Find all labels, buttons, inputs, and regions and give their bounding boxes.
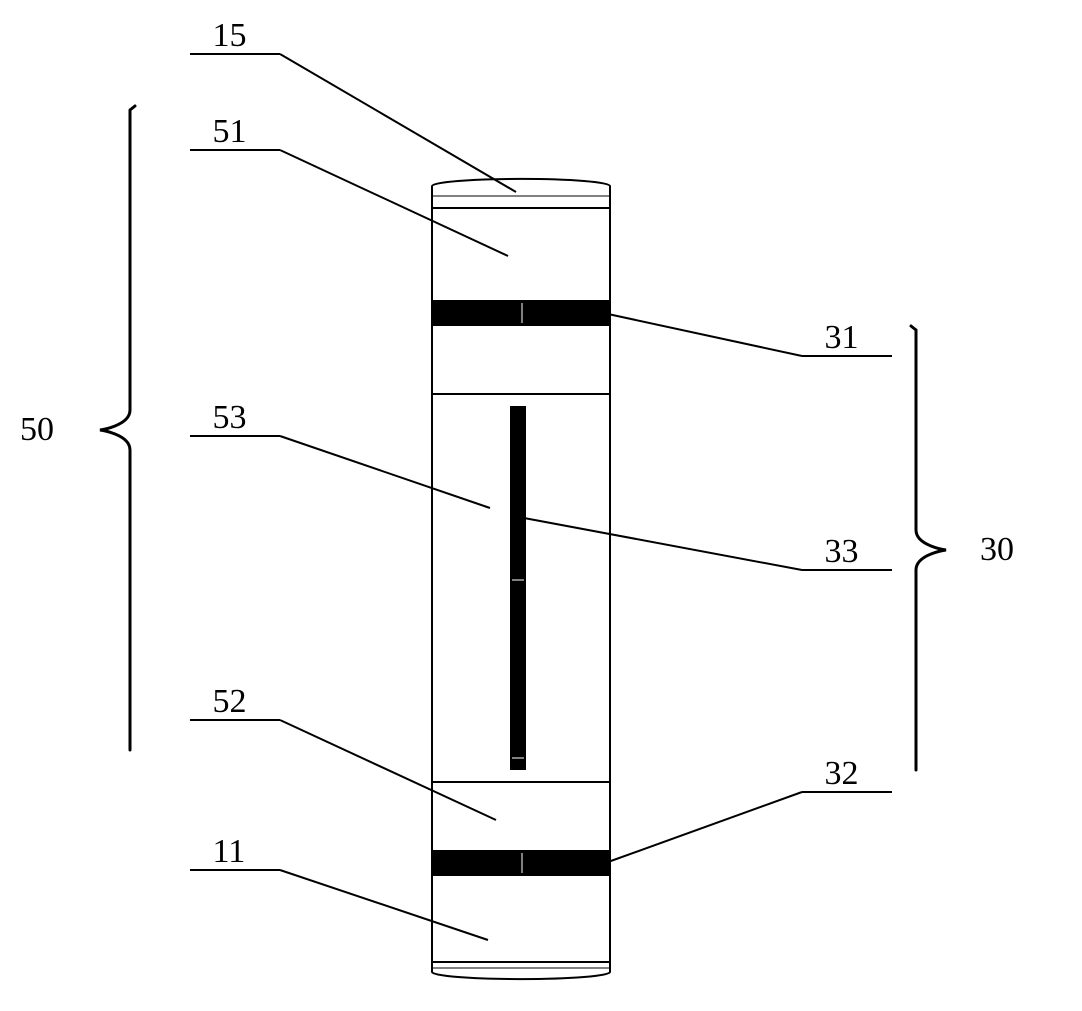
leader-52	[280, 720, 496, 820]
band-b31	[432, 300, 610, 326]
leader-33	[524, 518, 802, 570]
brace-label-50: 50	[20, 411, 54, 448]
label-11: 11	[213, 833, 246, 870]
label-31: 31	[825, 319, 859, 356]
brace-30	[916, 330, 946, 770]
leader-53	[280, 436, 490, 508]
vertical-bar-33	[510, 406, 526, 770]
leader-51	[280, 150, 508, 256]
leader-15	[280, 54, 516, 192]
label-15: 15	[213, 17, 247, 54]
brace-50	[100, 110, 130, 750]
label-52: 52	[213, 683, 247, 720]
label-33: 33	[825, 533, 859, 570]
label-51: 51	[213, 113, 247, 150]
band-b32	[432, 850, 610, 876]
brace-label-30: 30	[980, 531, 1014, 568]
label-32: 32	[825, 755, 859, 792]
leader-11	[280, 870, 488, 940]
label-53: 53	[213, 399, 247, 436]
leader-32	[608, 792, 802, 862]
leader-31	[608, 314, 802, 356]
